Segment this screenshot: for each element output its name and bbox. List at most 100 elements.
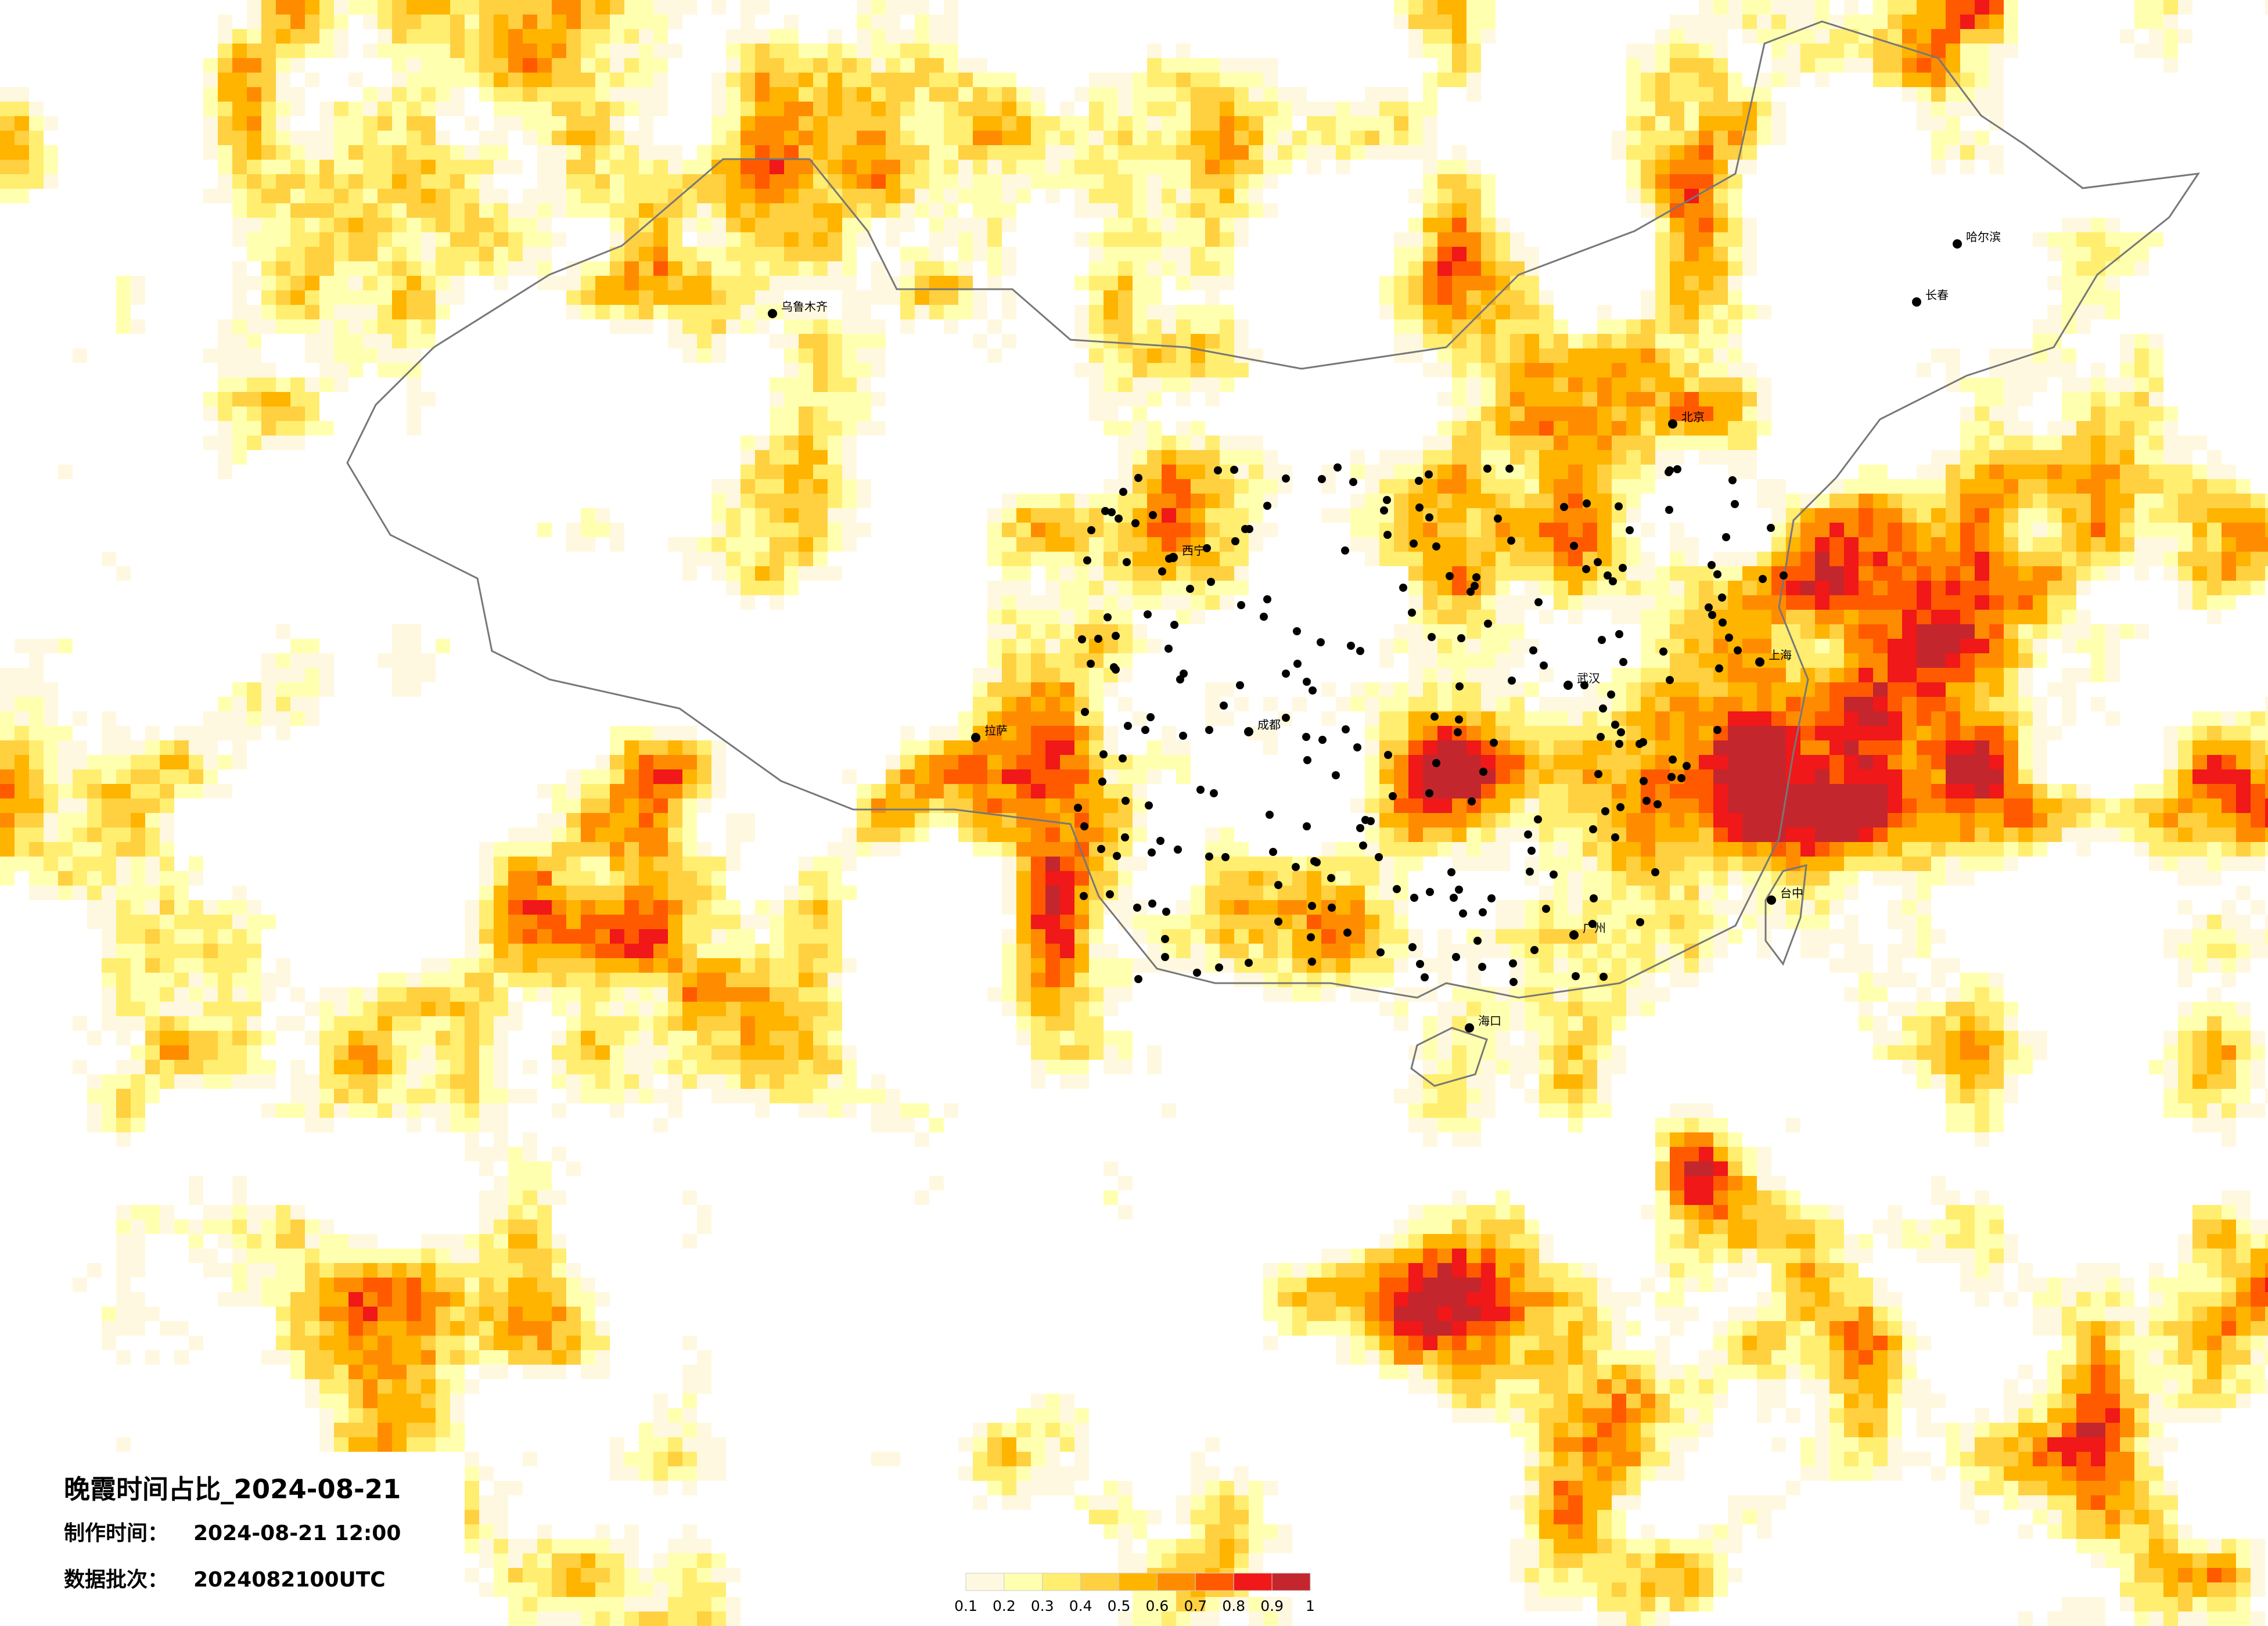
heatmap-cell — [1408, 523, 1423, 537]
heatmap-cell — [1597, 392, 1612, 406]
heatmap-cell — [799, 87, 813, 102]
heatmap-cell — [2178, 494, 2192, 508]
heatmap-cell — [15, 755, 29, 769]
heatmap-cell — [842, 334, 857, 348]
heatmap-cell — [1278, 857, 1292, 871]
heatmap-cell — [653, 740, 668, 755]
heatmap-cell — [407, 116, 421, 131]
heatmap-cell — [392, 261, 407, 276]
heatmap-cell — [218, 102, 232, 116]
heatmap-cell — [639, 0, 653, 15]
heatmap-cell — [2134, 44, 2149, 58]
heatmap-cell — [1931, 813, 1946, 828]
heatmap-cell — [755, 436, 770, 450]
heatmap-cell — [1728, 828, 1742, 842]
heatmap-cell — [1496, 595, 1510, 610]
heatmap-cell — [1699, 769, 1713, 784]
heatmap-cell — [261, 653, 276, 668]
heatmap-cell — [784, 566, 799, 581]
heatmap-cell — [1786, 813, 1800, 828]
heatmap-cell — [1147, 348, 1162, 363]
heatmap-cell — [1510, 595, 1525, 610]
heatmap-cell — [1960, 769, 1975, 784]
heatmap-cell — [421, 160, 436, 174]
heatmap-cell — [276, 58, 290, 73]
heatmap-cell — [2120, 363, 2134, 377]
heatmap-cell — [1597, 508, 1612, 523]
heatmap-cell — [1583, 465, 1597, 479]
heatmap-cell — [2004, 392, 2018, 406]
heatmap-cell — [1133, 348, 1147, 363]
heatmap-cell — [494, 203, 508, 218]
heatmap-cell — [319, 653, 334, 668]
heatmap-cell — [1496, 581, 1510, 595]
heatmap-cell — [1757, 769, 1771, 784]
heatmap-cell — [1742, 247, 1757, 261]
heatmap-cell — [1525, 769, 1539, 784]
heatmap-cell — [1989, 769, 2004, 784]
heatmap-cell — [44, 871, 58, 886]
heatmap-cell — [523, 15, 537, 29]
heatmap-cell — [1684, 595, 1699, 610]
heatmap-cell — [1830, 581, 1844, 595]
heatmap-cell — [900, 131, 915, 145]
heatmap-cell — [1074, 581, 1089, 595]
heatmap-cell — [1554, 828, 1568, 842]
heatmap-cell — [1016, 697, 1031, 711]
heatmap-cell — [1496, 798, 1510, 813]
heatmap-cell — [2004, 624, 2018, 639]
heatmap-cell — [828, 102, 842, 116]
heatmap-cell — [537, 857, 552, 871]
heatmap-cell — [1481, 348, 1496, 363]
heatmap-cell — [2047, 726, 2062, 740]
heatmap-cell — [102, 769, 116, 784]
heatmap-cell — [1583, 697, 1597, 711]
heatmap-cell — [770, 436, 784, 450]
heatmap-cell — [2004, 726, 2018, 740]
heatmap-cell — [1133, 450, 1147, 465]
heatmap-cell — [1205, 276, 1220, 290]
heatmap-cell — [1496, 726, 1510, 740]
heatmap-cell — [1975, 537, 1989, 552]
heatmap-cell — [334, 174, 348, 189]
heatmap-cell — [1525, 537, 1539, 552]
heatmap-cell — [421, 44, 436, 58]
heatmap-cell — [1597, 784, 1612, 798]
heatmap-cell — [639, 740, 653, 755]
heatmap-cell — [653, 73, 668, 87]
heatmap-cell — [2192, 769, 2207, 784]
heatmap-cell — [1728, 203, 1742, 218]
heatmap-cell — [1641, 552, 1655, 566]
heatmap-cell — [44, 160, 58, 174]
heatmap-cell — [1220, 87, 1234, 102]
heatmap-cell — [842, 769, 857, 784]
heatmap-cell — [1902, 682, 1917, 697]
heatmap-cell — [2062, 828, 2076, 842]
heatmap-cell — [857, 73, 871, 87]
heatmap-cell — [232, 276, 247, 290]
heatmap-cell — [1713, 406, 1728, 421]
heatmap-cell — [494, 0, 508, 15]
heatmap-cell — [624, 740, 639, 755]
heatmap-cell — [1437, 537, 1452, 552]
heatmap-cell — [450, 276, 465, 290]
heatmap-cell — [1670, 610, 1684, 624]
heatmap-cell — [682, 871, 697, 886]
heatmap-cell — [1437, 73, 1452, 87]
heatmap-cell — [2178, 755, 2192, 769]
heatmap-cell — [174, 769, 189, 784]
heatmap-cell — [799, 566, 813, 581]
heatmap-cell — [1554, 392, 1568, 406]
heatmap-cell — [232, 174, 247, 189]
heatmap-cell — [2149, 857, 2163, 871]
heatmap-cell — [871, 348, 886, 363]
heatmap-cell — [1104, 552, 1118, 566]
heatmap-cell — [537, 145, 552, 160]
heatmap-cell — [421, 232, 436, 247]
heatmap-cell — [886, 813, 900, 828]
heatmap-cell — [842, 44, 857, 58]
heatmap-cell — [232, 421, 247, 436]
heatmap-cell — [1539, 610, 1554, 624]
heatmap-cell — [2018, 523, 2033, 537]
heatmap-cell — [2149, 44, 2163, 58]
